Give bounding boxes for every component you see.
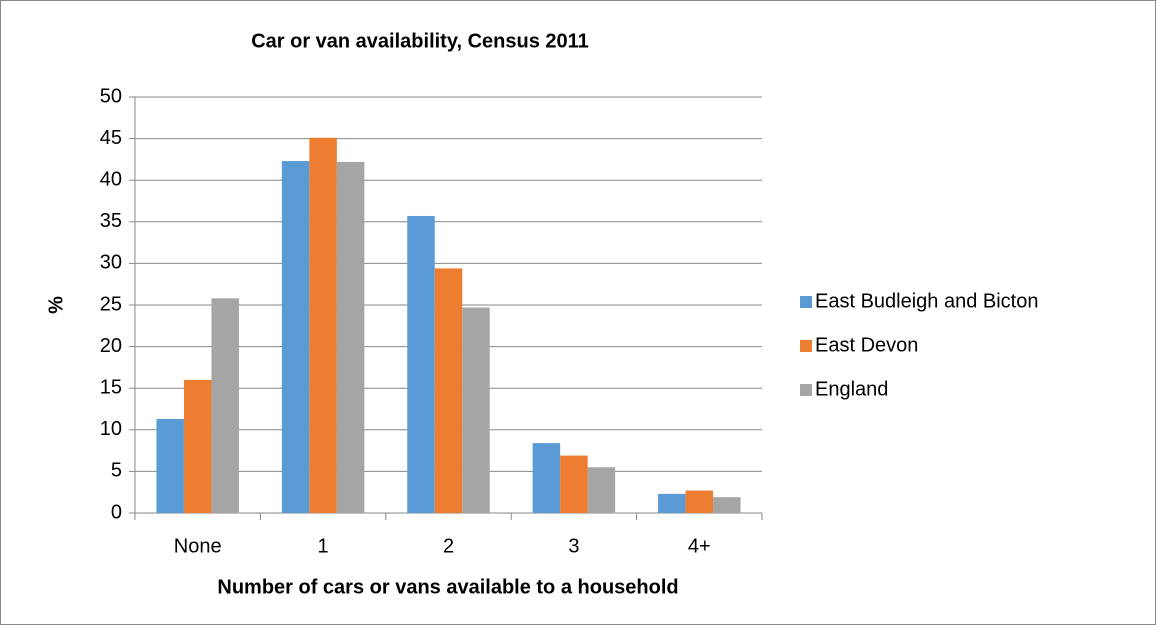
bar — [434, 268, 463, 513]
bar — [156, 418, 184, 513]
y-tick-label: 10 — [100, 418, 122, 440]
legend-swatch — [800, 384, 812, 396]
bar — [407, 215, 435, 513]
legend-swatch — [800, 296, 812, 308]
x-tick-label: None — [174, 535, 222, 557]
bar — [713, 497, 741, 513]
x-tick-label: 3 — [568, 535, 579, 557]
legend-label: East Budleigh and Bicton — [815, 290, 1039, 312]
legend-label: England — [815, 378, 888, 400]
y-tick-label: 15 — [100, 376, 122, 398]
bar — [183, 379, 212, 513]
y-axis-label: % — [45, 296, 67, 314]
bar — [532, 443, 561, 513]
x-tick-label: 1 — [318, 535, 329, 557]
legend-swatch — [800, 340, 812, 352]
y-tick-label: 50 — [100, 85, 122, 107]
y-tick-label: 20 — [100, 335, 122, 357]
bar — [462, 307, 490, 513]
y-tick-label: 30 — [100, 252, 122, 274]
bar — [685, 490, 714, 513]
bar — [560, 455, 588, 513]
x-axis-label: Number of cars or vans available to a ho… — [217, 576, 678, 598]
bar — [587, 467, 616, 513]
y-tick-label: 0 — [111, 501, 122, 523]
bar — [281, 161, 310, 513]
y-tick-label: 5 — [111, 460, 122, 482]
y-tick-label: 45 — [100, 127, 122, 149]
bar — [336, 161, 365, 513]
y-tick-label: 40 — [100, 168, 122, 190]
y-tick-label: 25 — [100, 293, 122, 315]
bar — [309, 137, 337, 513]
x-tick-label: 2 — [443, 535, 454, 557]
y-tick-label: 35 — [100, 210, 122, 232]
x-tick-label: 4+ — [688, 535, 711, 557]
bar — [658, 493, 686, 513]
chart-title: Car or van availability, Census 2011 — [251, 30, 589, 52]
bar — [211, 298, 239, 513]
legend-label: East Devon — [815, 334, 918, 356]
